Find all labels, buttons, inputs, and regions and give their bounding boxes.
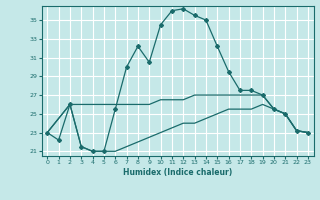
X-axis label: Humidex (Indice chaleur): Humidex (Indice chaleur) — [123, 168, 232, 177]
